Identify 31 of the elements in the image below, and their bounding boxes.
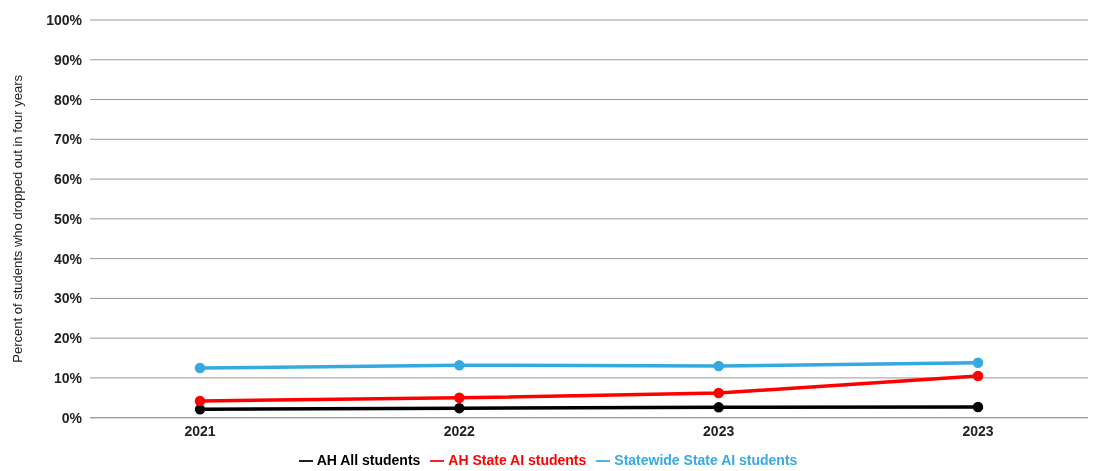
- point: [454, 359, 465, 371]
- point: [972, 370, 984, 382]
- y-axis-title: Percent of students who dropped out in four years: [9, 74, 25, 363]
- y-tick-label: 50%: [53, 210, 83, 227]
- point: [972, 357, 984, 369]
- legend-label: AH State AI students: [448, 451, 587, 468]
- y-tick-label: 80%: [53, 91, 83, 108]
- y-tick-label: 20%: [53, 330, 83, 347]
- legend-label: Statewide State AI students: [614, 451, 798, 468]
- x-tick-label: 2023: [703, 422, 735, 439]
- y-tick-label: 30%: [53, 290, 83, 307]
- point: [972, 401, 984, 413]
- point: [454, 392, 465, 404]
- x-tick-label: 2021: [184, 422, 216, 439]
- point: [713, 402, 724, 413]
- y-tick-label: 10%: [53, 369, 83, 386]
- point: [454, 402, 465, 414]
- point: [194, 395, 206, 407]
- x-tick-label: 2022: [443, 422, 476, 439]
- y-tick-label: 100%: [46, 11, 83, 28]
- y-tick-label: 0%: [61, 409, 83, 426]
- point: [713, 387, 724, 399]
- y-tick-label: 70%: [53, 131, 83, 148]
- y-tick-label: 40%: [53, 250, 83, 267]
- point: [194, 362, 206, 374]
- point: [194, 404, 206, 415]
- x-tick-label: 2023: [962, 422, 994, 439]
- point: [713, 360, 724, 372]
- legend-label: AH All students: [316, 451, 421, 468]
- y-tick-label: 60%: [53, 171, 83, 188]
- y-tick-label: 90%: [53, 51, 83, 68]
